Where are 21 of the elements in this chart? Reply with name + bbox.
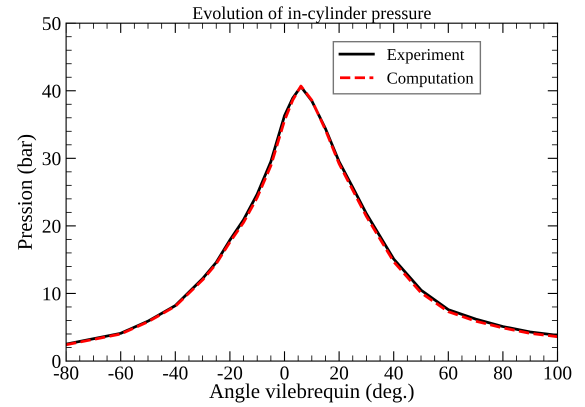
x-tick-label: 20 [330, 366, 348, 380]
x-tick-label: 40 [384, 366, 403, 380]
x-axis-title: Angle vilebrequin (deg.) [209, 384, 414, 402]
x-tick-label: -40 [163, 366, 188, 380]
y-tick-label: 40 [42, 84, 61, 98]
x-tick-label: -20 [218, 366, 242, 380]
y-tick-label: 50 [42, 17, 61, 30]
legend-label: Computation [387, 72, 474, 88]
x-tick-label: 60 [439, 366, 458, 380]
x-tick-label: -60 [108, 366, 133, 380]
x-tick-label: 0 [280, 366, 289, 380]
chart-title: Evolution of in-cylinder pressure [192, 6, 431, 23]
y-tick-label: 30 [42, 152, 61, 166]
x-tick-label: -80 [54, 366, 78, 380]
x-tick-label: 100 [544, 366, 572, 380]
x-tick-label: 80 [494, 366, 512, 380]
y-tick-label: 0 [52, 354, 61, 368]
legend-label: Experiment [387, 48, 464, 64]
y-tick-label: 10 [44, 287, 61, 300]
y-axis-title: Pression (bar) [17, 134, 36, 250]
y-tick-label: 20 [42, 220, 61, 233]
